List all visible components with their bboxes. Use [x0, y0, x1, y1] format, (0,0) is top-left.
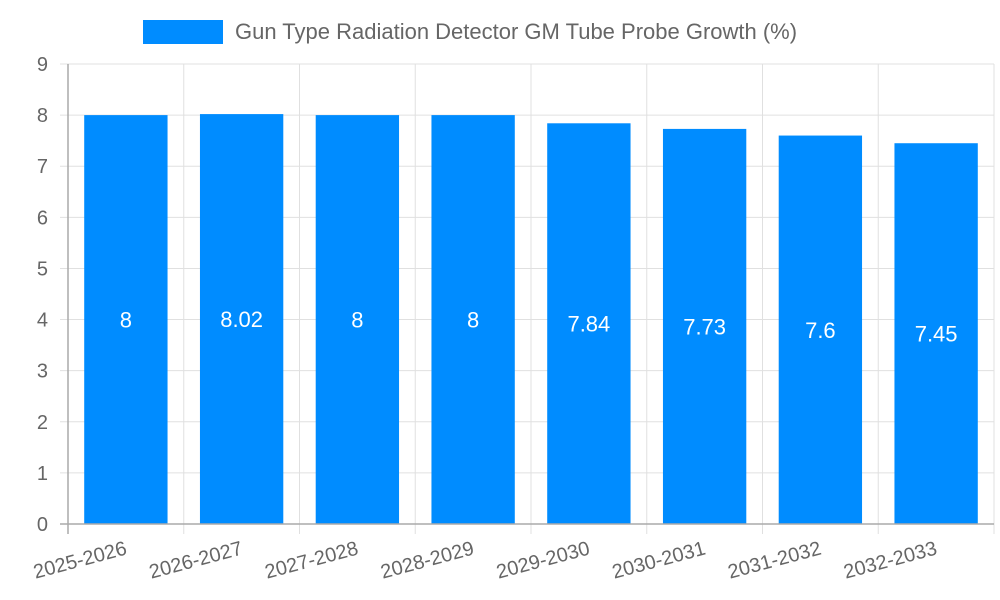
legend-label: Gun Type Radiation Detector GM Tube Prob… [235, 19, 798, 44]
chart-legend[interactable]: Gun Type Radiation Detector GM Tube Prob… [143, 19, 797, 45]
x-tick-label: 2029-2030 [494, 538, 592, 584]
bar-value-label: 7.73 [683, 314, 726, 339]
bars [84, 114, 978, 525]
y-axis-ticks: 0 1 2 3 4 5 6 7 8 9 [37, 54, 48, 536]
bar-value-label: 8.02 [220, 307, 263, 332]
bar-value-label: 7.84 [567, 312, 610, 337]
bar[interactable] [84, 115, 168, 524]
data-labels: 8 8.02 8 8 7.84 7.73 7.6 7.45 [120, 307, 958, 347]
bar-value-label: 8 [467, 308, 479, 333]
bar[interactable] [431, 115, 515, 524]
x-tick-label: 2026-2027 [147, 538, 245, 584]
bar-value-label: 8 [351, 308, 363, 333]
y-tick-label: 7 [37, 156, 48, 178]
bar-value-label: 8 [120, 308, 132, 333]
x-tick-label: 2030-2031 [610, 538, 708, 584]
x-tick-label: 2027-2028 [263, 538, 361, 584]
bar[interactable] [547, 123, 631, 525]
bar[interactable] [778, 135, 863, 525]
bar[interactable] [315, 115, 400, 524]
y-tick-label: 2 [37, 412, 48, 434]
y-tick-label: 8 [37, 105, 48, 127]
x-tick-label: 2031-2032 [726, 538, 824, 584]
bar[interactable] [894, 143, 978, 524]
y-tick-label: 9 [37, 54, 48, 76]
x-axis-ticks: 2025-2026 2026-2027 2027-2028 2028-2029 2029… [31, 538, 939, 584]
x-tick-label: 2032-2033 [841, 538, 939, 584]
bar-value-label: 7.6 [805, 318, 836, 343]
bar-value-label: 7.45 [915, 322, 958, 347]
y-tick-label: 0 [37, 514, 48, 536]
y-tick-label: 3 [37, 361, 48, 383]
y-tick-label: 6 [37, 207, 48, 229]
y-tick-label: 4 [37, 310, 48, 332]
x-tick-label: 2028-2029 [378, 538, 476, 584]
legend-swatch [143, 20, 223, 44]
bar[interactable] [662, 128, 747, 524]
axes [60, 64, 994, 534]
x-tick-label: 2025-2026 [31, 538, 129, 584]
bar[interactable] [199, 114, 284, 524]
y-tick-label: 1 [37, 463, 48, 485]
y-tick-label: 5 [37, 258, 48, 280]
